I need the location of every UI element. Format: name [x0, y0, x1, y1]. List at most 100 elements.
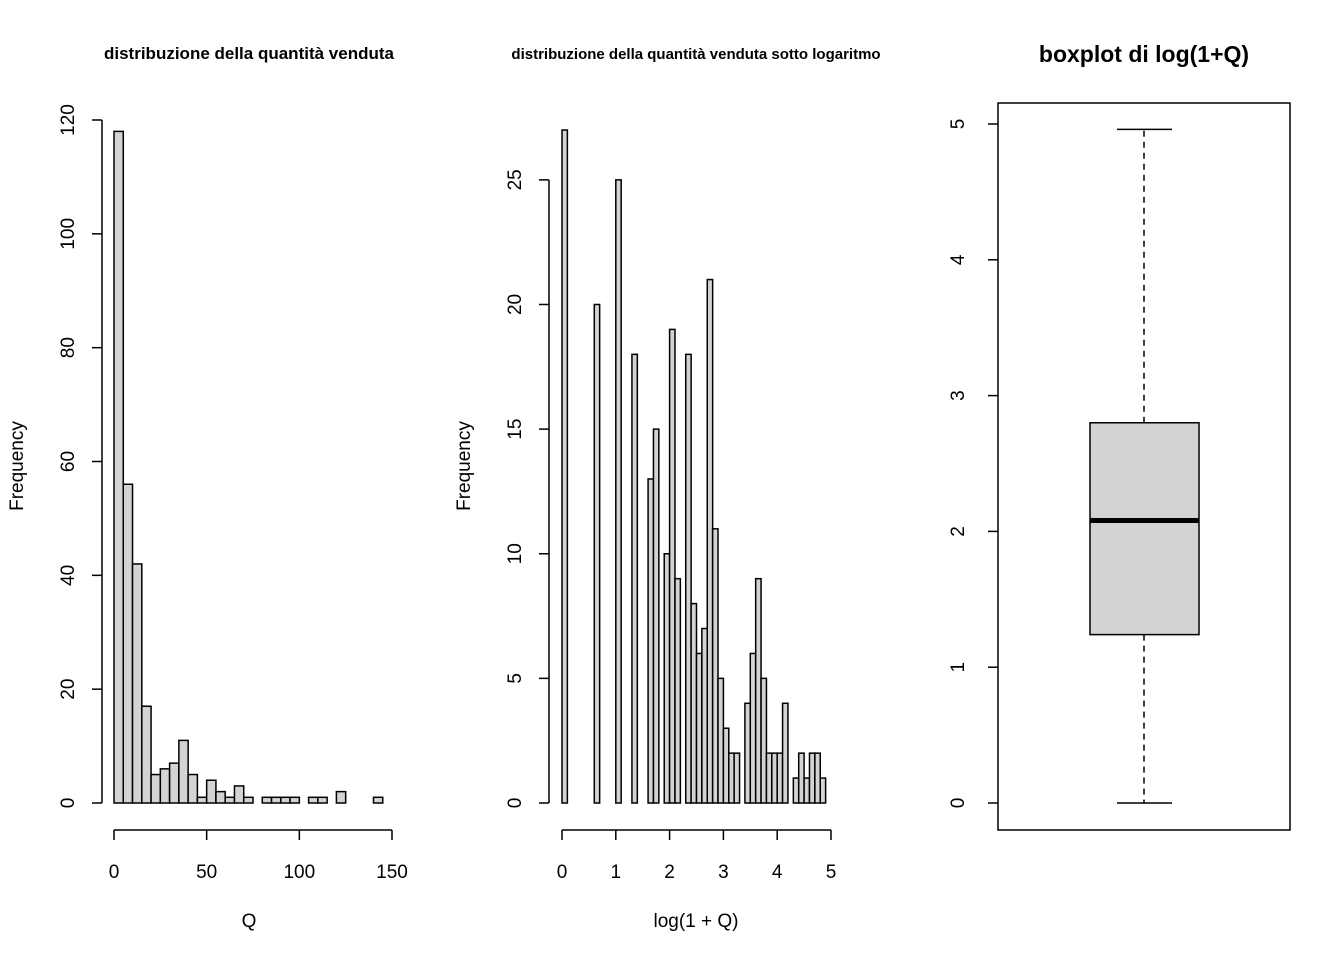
histogram-bar	[335, 790, 347, 804]
x-tick-label: 0	[557, 862, 568, 883]
histogram-bar	[706, 278, 714, 804]
y-axis-label: Frequency	[454, 421, 475, 511]
histogram-bar	[261, 796, 273, 804]
x-tick-label: 50	[196, 862, 217, 883]
bars	[561, 129, 827, 804]
y-tick-label: 20	[58, 679, 79, 700]
y-tick-label: 4	[948, 254, 969, 265]
x-axis-label: Q	[242, 911, 257, 932]
x-tick-label: 150	[376, 862, 408, 883]
boxplot	[1089, 128, 1200, 804]
histogram-bar	[797, 752, 805, 804]
interquartile-box	[1089, 422, 1200, 636]
y-tick-label: 120	[58, 104, 79, 136]
histogram-bar	[280, 796, 291, 804]
histogram-bar	[668, 328, 676, 804]
histogram-bar	[215, 790, 226, 804]
histogram-bar	[711, 528, 719, 804]
x-tick-label: 3	[718, 862, 729, 883]
histogram-bar	[701, 627, 709, 804]
x-tick-label: 0	[109, 862, 120, 883]
y-tick-label: 0	[58, 798, 79, 809]
x-tick-label: 4	[772, 862, 783, 883]
y-tick-label: 100	[58, 218, 79, 250]
histogram-bar	[722, 727, 730, 804]
y-tick-label: 15	[505, 419, 526, 440]
histogram-bar	[113, 130, 125, 804]
histogram-bar	[122, 483, 134, 804]
x-axis: 0 50 100 150	[109, 829, 408, 883]
y-tick-label: 20	[505, 294, 526, 315]
histogram-bar	[695, 652, 703, 804]
histogram-bar	[765, 752, 773, 804]
x-tick-label: 2	[664, 862, 675, 883]
plot-frame	[997, 102, 1291, 831]
histogram-bar	[317, 796, 328, 804]
histogram-bar	[652, 428, 660, 804]
histogram-bar	[615, 179, 622, 804]
y-tick-label: 5	[948, 119, 969, 130]
histogram-bar	[754, 577, 762, 804]
x-tick-label: 5	[826, 862, 837, 883]
histogram-bar	[728, 752, 735, 804]
histogram-bar	[168, 762, 180, 804]
panel-histogram-log: distribuzione della quantità venduta sot…	[454, 46, 881, 932]
panel-histogram-q: distribuzione della quantità venduta 0 50…	[7, 44, 408, 932]
histogram-bar	[803, 777, 811, 804]
y-axis: 0 20 40 60 80 100 120	[58, 104, 103, 809]
x-axis-label: log(1 + Q)	[653, 911, 738, 932]
histogram-bar	[760, 677, 768, 804]
y-axis-label: Frequency	[7, 421, 28, 511]
chart-title: distribuzione della quantità venduta sot…	[511, 46, 880, 63]
y-tick-label: 80	[58, 337, 79, 358]
chart-title: boxplot di log(1+Q)	[1039, 41, 1249, 67]
histogram-bar	[196, 796, 208, 804]
histogram-bar	[372, 796, 384, 804]
histogram-bar	[776, 752, 784, 804]
y-tick-label: 40	[58, 565, 79, 586]
histogram-bar	[647, 478, 655, 804]
y-tick-label: 0	[948, 798, 969, 809]
histogram-bar	[690, 602, 698, 804]
histogram-bar	[131, 563, 143, 804]
histogram-bar	[792, 777, 800, 804]
histogram-bar	[733, 752, 741, 804]
histogram-bar	[631, 353, 639, 804]
y-axis: 0 5 10 15 20 25	[505, 169, 550, 809]
histogram-bar	[178, 739, 189, 804]
bars	[113, 130, 384, 804]
histogram-bar	[242, 796, 254, 804]
histogram-bar	[674, 577, 682, 804]
panel-boxplot: boxplot di log(1+Q) 0 1 2 3 4 5	[948, 41, 1291, 831]
histogram-bar	[307, 796, 319, 804]
histogram-bar	[141, 705, 152, 804]
histogram-bar	[593, 303, 601, 804]
histogram-bar	[561, 129, 569, 804]
y-tick-label: 25	[505, 169, 526, 190]
histogram-bar	[771, 752, 778, 804]
x-tick-label: 100	[283, 862, 315, 883]
histogram-bar	[205, 779, 217, 804]
y-tick-label: 10	[505, 543, 526, 564]
histogram-bar	[289, 796, 301, 804]
y-axis: 0 1 2 3 4 5	[948, 119, 998, 809]
histogram-bar	[749, 652, 757, 804]
histogram-bar	[187, 773, 199, 804]
histogram-bar	[744, 702, 752, 804]
y-tick-label: 1	[948, 662, 969, 673]
histogram-bar	[684, 353, 692, 804]
histogram-bar	[717, 677, 725, 804]
histogram-bar	[224, 796, 236, 804]
y-tick-label: 5	[505, 673, 526, 684]
histogram-bar	[808, 752, 816, 804]
histogram-bar	[814, 752, 821, 804]
chart-title: distribuzione della quantità venduta	[104, 44, 395, 63]
histogram-bar	[781, 702, 789, 804]
y-tick-label: 2	[948, 526, 969, 537]
y-tick-label: 60	[58, 451, 79, 472]
x-axis: 0 1 2 3 4 5	[557, 829, 837, 883]
histogram-bar	[150, 773, 162, 804]
y-tick-label: 0	[505, 798, 526, 809]
y-tick-label: 3	[948, 390, 969, 401]
